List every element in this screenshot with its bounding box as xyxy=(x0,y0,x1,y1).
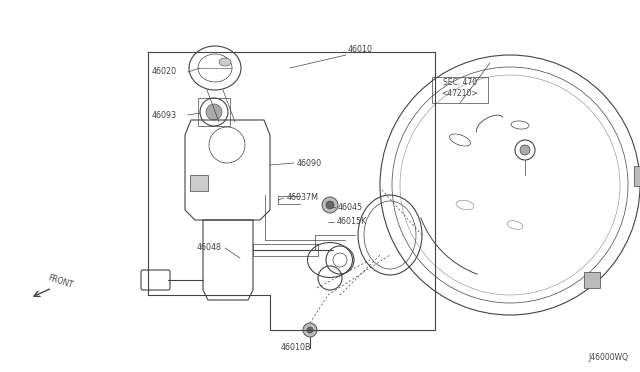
Text: 46090: 46090 xyxy=(297,158,322,167)
Text: FRONT: FRONT xyxy=(46,274,74,290)
Circle shape xyxy=(322,197,338,213)
Text: J46000WQ: J46000WQ xyxy=(588,353,628,362)
Circle shape xyxy=(206,104,222,120)
Text: <47210>: <47210> xyxy=(442,89,478,98)
Circle shape xyxy=(307,327,313,333)
Circle shape xyxy=(520,145,530,155)
Ellipse shape xyxy=(219,58,231,66)
Text: 46015K: 46015K xyxy=(337,218,367,227)
Text: SEC. 470: SEC. 470 xyxy=(443,78,477,87)
Text: 46020: 46020 xyxy=(152,67,177,77)
Text: 46093: 46093 xyxy=(152,110,177,119)
Text: 46048: 46048 xyxy=(197,244,222,253)
Text: 46010B: 46010B xyxy=(281,343,311,353)
FancyBboxPatch shape xyxy=(190,175,208,191)
FancyBboxPatch shape xyxy=(634,166,640,186)
Circle shape xyxy=(303,323,317,337)
FancyBboxPatch shape xyxy=(584,272,600,288)
Circle shape xyxy=(326,201,334,209)
Text: 46010: 46010 xyxy=(348,45,373,55)
Text: 46037M: 46037M xyxy=(287,193,319,202)
Text: 46045: 46045 xyxy=(338,203,363,212)
